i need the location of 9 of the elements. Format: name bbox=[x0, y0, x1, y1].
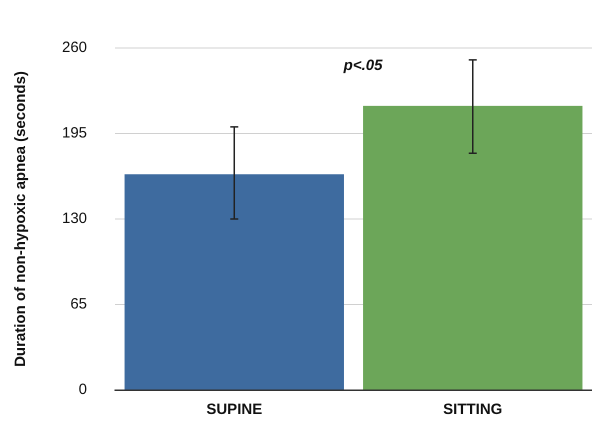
y-tick-label: 0 bbox=[78, 381, 88, 398]
y-tick-label: 130 bbox=[62, 210, 88, 228]
x-tick-label: SUPINE bbox=[206, 401, 262, 418]
y-tick-label: 260 bbox=[62, 39, 88, 56]
y-tick-label: 195 bbox=[62, 124, 88, 142]
y-tick-label: 65 bbox=[70, 296, 88, 313]
y-axis-title: Duration of non-hypoxic apnea (seconds) bbox=[12, 71, 30, 367]
annotation: p<.05 bbox=[342, 57, 384, 74]
x-tick-label: SITTING bbox=[443, 401, 502, 418]
